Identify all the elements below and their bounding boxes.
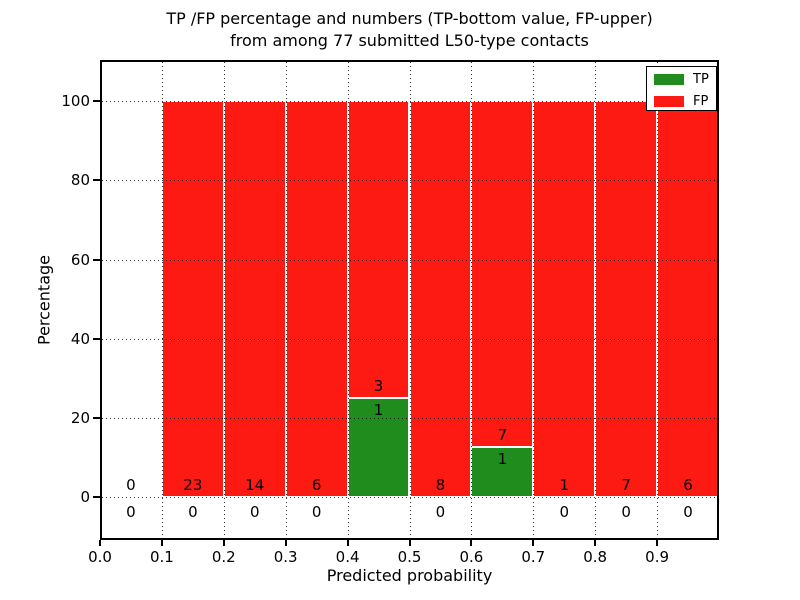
bar-fp-segment [657,101,717,497]
tp-count-label: 0 [126,502,136,521]
fp-color-swatch-icon [654,95,684,107]
y-axis-label: Percentage [34,254,54,346]
fp-count-label: 6 [683,475,693,494]
x-axis-label: Predicted probability [326,566,493,585]
y-tick-label: 80 [70,171,90,190]
gridline-horizontal [102,101,717,103]
gridline-vertical [285,62,287,538]
x-tick [346,540,349,546]
tp-count-label: 0 [559,502,570,521]
y-tick-label: 40 [70,329,90,348]
chart-title-line2: from among 77 submitted L50-type contact… [230,31,589,50]
fp-count-label: 1 [559,475,570,494]
y-tick-label: 0 [80,487,90,506]
legend-entry-tp: TP [647,69,716,89]
y-tick-label: 20 [70,408,90,427]
gridline-vertical [533,62,535,538]
gridline-horizontal [102,338,717,340]
fp-count-label: 6 [311,475,322,494]
tp-count-label: 1 [373,400,384,419]
y-tick [93,100,100,103]
y-tick [93,495,100,498]
tp-count-label: 0 [621,502,631,521]
plot-area: 0 0 23 0 14 0 6 0 3 1 8 0 7 1 1 0 7 0 6 0 [100,60,719,540]
gridline-vertical [471,62,473,538]
tp-count-label: 0 [188,502,198,521]
fp-count-label: 3 [373,376,384,395]
x-tick-label: 0.9 [645,548,670,566]
x-tick [284,540,287,546]
gridline-horizontal [102,259,717,261]
annotations-layer: 0 0 23 0 14 0 6 0 3 1 8 0 7 1 1 0 7 0 6 0 [102,62,717,538]
x-tick [408,540,411,546]
x-tick [222,540,225,546]
y-tick [93,416,100,419]
legend-entry-fp: FP [647,91,716,111]
x-tick-label: 0.8 [583,548,608,566]
x-tick-label: 0.6 [459,548,484,566]
fp-count-label: 7 [621,475,631,494]
x-tick-label: 0.4 [335,548,360,566]
chart-title-line1: TP /FP percentage and numbers (TP-bottom… [166,9,653,28]
fp-count-label: 23 [183,475,203,494]
legend-label-fp: FP [693,93,709,109]
bar-tp-segment [347,397,410,497]
tp-count-label: 0 [249,502,260,521]
y-tick [93,258,100,261]
x-tick-label: 0.5 [397,548,422,566]
y-tick [93,179,100,182]
x-tick-label: 0.3 [273,548,298,566]
gridline-vertical [657,62,659,538]
x-tick [594,540,597,546]
fp-count-label: 8 [435,475,446,494]
x-tick [470,540,473,546]
grid-layer [102,62,717,538]
x-tick [656,540,659,546]
bars-layer [102,62,717,538]
x-tick [532,540,535,546]
tp-count-label: 0 [435,502,446,521]
tp-count-label: 0 [683,502,693,521]
x-tick [160,540,163,546]
bar-fp-segment [409,101,472,497]
y-tick-label: 100 [61,92,90,111]
x-tick-label: 0.7 [521,548,546,566]
tp-count-label: 0 [311,502,322,521]
gridline-vertical [223,62,225,538]
fp-count-label: 14 [245,475,265,494]
x-tick-label: 0.2 [211,548,236,566]
legend: TP FP [646,66,717,111]
y-tick [93,337,100,340]
tp-color-swatch-icon [654,73,684,85]
tp-count-label: 1 [497,450,508,469]
x-tick [99,540,101,546]
gridline-vertical [347,62,349,538]
x-tick-label: 0.0 [88,548,112,566]
bar-fp-segment [595,101,658,497]
fp-count-label: 7 [497,426,508,445]
gridline-horizontal [102,496,717,498]
gridline-horizontal [102,417,717,419]
gridline-vertical [595,62,597,538]
gridline-horizontal [102,180,717,182]
bar-fp-segment [471,101,534,448]
bar-fp-segment [223,101,286,497]
gridline-vertical [409,62,411,538]
x-tick-label: 0.1 [149,548,174,566]
y-tick-label: 60 [70,250,90,269]
gridline-vertical [161,62,163,538]
fp-count-label: 0 [126,475,136,494]
legend-label-tp: TP [693,71,709,87]
